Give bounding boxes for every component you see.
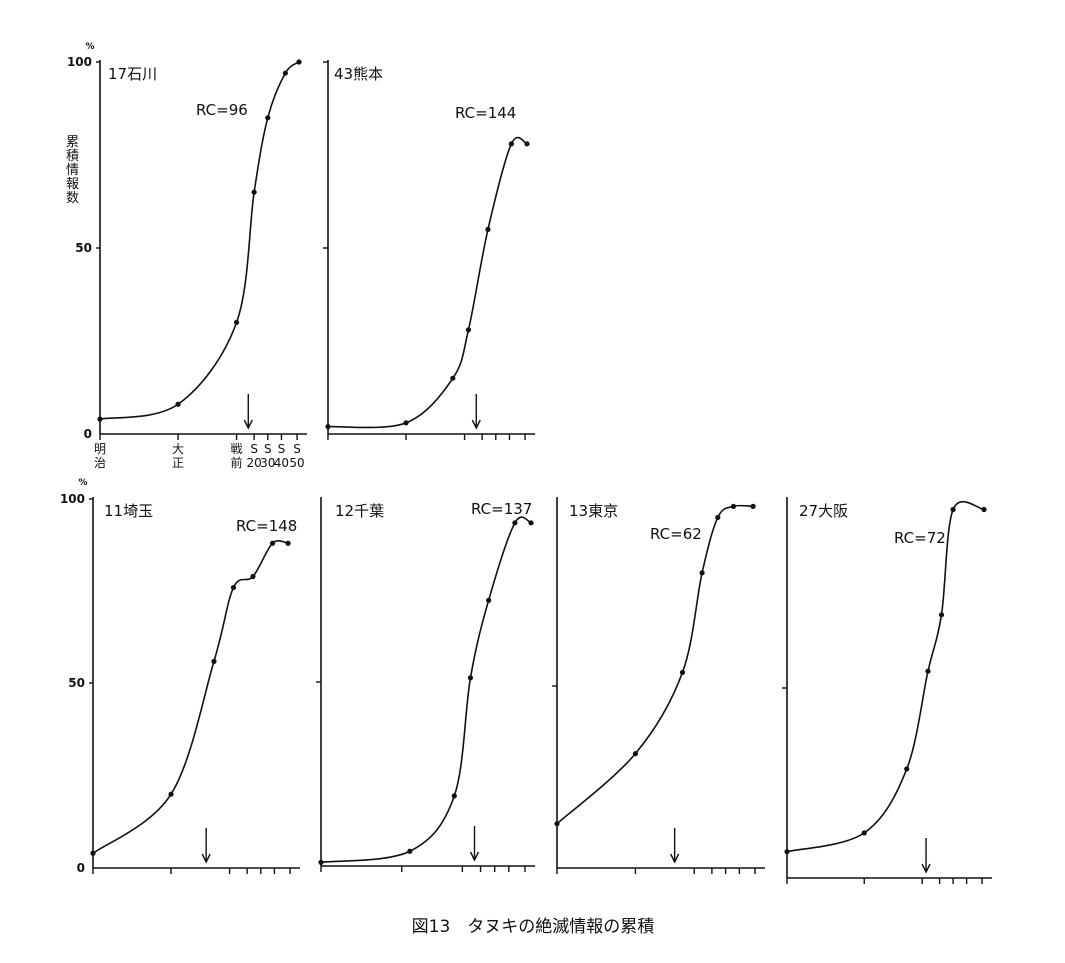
panel-saitama: % 100 50 0 11埼玉 RC=148 bbox=[60, 478, 300, 875]
y-unit-ishikawa: % bbox=[85, 42, 94, 52]
panel-label-tokyo: 13東京 bbox=[569, 502, 618, 520]
arrow-marker-kumamoto bbox=[471, 394, 481, 430]
data-point-ishikawa-5 bbox=[282, 70, 288, 76]
panel-chiba: 12千葉 RC=137 bbox=[316, 497, 535, 872]
data-point-ishikawa-2 bbox=[233, 319, 240, 325]
x-tick-label-2: 戦前 bbox=[231, 442, 243, 470]
rc-value-ishikawa: RC=96 bbox=[196, 101, 248, 119]
data-point-kumamoto-4 bbox=[485, 226, 491, 232]
y-axis-label: 累積情報数 bbox=[66, 135, 79, 206]
panel-label-kumamoto: 43熊本 bbox=[334, 65, 383, 83]
data-point-tokyo-1 bbox=[632, 751, 639, 757]
data-point-chiba-6 bbox=[528, 520, 534, 526]
data-point-kumamoto-6 bbox=[524, 141, 530, 147]
rc-value-tokyo: RC=62 bbox=[650, 525, 702, 543]
data-point-kumamoto-1 bbox=[403, 420, 409, 426]
data-point-ishikawa-4 bbox=[265, 115, 271, 121]
data-point-ishikawa-0 bbox=[97, 416, 103, 422]
data-point-chiba-5 bbox=[512, 520, 518, 526]
x-tick-label-4: S 30 bbox=[260, 442, 275, 470]
data-point-kumamoto-3 bbox=[465, 327, 472, 333]
panel-label-chiba: 12千葉 bbox=[335, 502, 384, 520]
x-tick-label-1: 大正 bbox=[172, 442, 184, 470]
panel-label-ishikawa: 17石川 bbox=[108, 65, 157, 83]
data-point-osaka-6 bbox=[981, 506, 987, 513]
rc-value-chiba: RC=137 bbox=[471, 500, 532, 518]
arrow-marker-tokyo bbox=[670, 828, 680, 864]
data-point-saitama-3 bbox=[230, 584, 237, 591]
data-point-osaka-1 bbox=[861, 830, 867, 836]
data-point-tokyo-6 bbox=[750, 503, 756, 509]
panel-label-saitama: 11埼玉 bbox=[104, 502, 153, 520]
arrow-marker-chiba bbox=[469, 826, 480, 862]
rc-value-saitama: RC=148 bbox=[236, 517, 297, 535]
curve-osaka bbox=[786, 501, 985, 853]
x-tick-labels-ishikawa: 明治 大正 戦前S 20S 30S 40S 50 bbox=[94, 442, 305, 470]
data-point-saitama-1 bbox=[168, 791, 174, 797]
data-point-chiba-3 bbox=[467, 675, 474, 681]
data-point-tokyo-0 bbox=[554, 821, 560, 827]
y-unit-saitama: % bbox=[78, 478, 87, 488]
data-point-tokyo-2 bbox=[679, 669, 686, 676]
curve-kumamoto bbox=[327, 136, 528, 429]
y-tick-label-50-saitama: 50 bbox=[68, 676, 85, 690]
x-tick-label-0: 明治 bbox=[94, 442, 106, 470]
panel-tokyo: 13東京 RC=62 bbox=[552, 497, 765, 874]
data-point-osaka-2 bbox=[904, 766, 910, 772]
data-point-osaka-5 bbox=[950, 506, 956, 513]
data-point-saitama-0 bbox=[90, 850, 96, 856]
data-point-kumamoto-2 bbox=[450, 375, 456, 381]
y-tick-label-100-ishikawa: 100 bbox=[67, 55, 92, 69]
data-point-osaka-3 bbox=[925, 668, 931, 674]
data-point-saitama-5 bbox=[269, 540, 276, 546]
data-point-saitama-2 bbox=[211, 658, 217, 664]
arrow-marker-osaka bbox=[921, 838, 931, 874]
data-point-osaka-0 bbox=[784, 849, 790, 855]
panel-ishikawa: % 100 50 0 累積情報数 17石川 RC=96 明治 大正 戦前S 20S 30… bbox=[66, 42, 307, 470]
panel-osaka: 27大阪 RC=72 bbox=[782, 497, 992, 884]
figure-caption: 図13 タヌキの絶滅情報の累積 bbox=[412, 917, 655, 937]
panel-label-osaka: 27大阪 bbox=[799, 502, 848, 520]
curve-saitama bbox=[92, 540, 289, 854]
data-point-ishikawa-6 bbox=[296, 59, 302, 65]
rc-value-kumamoto: RC=144 bbox=[455, 104, 516, 122]
panel-kumamoto: 43熊本 RC=144 bbox=[323, 60, 535, 440]
y-tick-label-0-saitama: 0 bbox=[77, 861, 85, 875]
data-point-tokyo-5 bbox=[730, 503, 737, 509]
data-point-saitama-6 bbox=[285, 540, 291, 546]
data-point-osaka-4 bbox=[938, 612, 945, 618]
y-tick-label-100-saitama: 100 bbox=[60, 492, 85, 506]
data-point-chiba-4 bbox=[486, 597, 492, 603]
curve-tokyo bbox=[556, 504, 754, 825]
data-point-chiba-2 bbox=[451, 793, 457, 799]
x-tick-label-3: S 20 bbox=[246, 442, 261, 470]
arrow-marker-ishikawa bbox=[243, 394, 253, 430]
curve-chiba bbox=[320, 516, 532, 864]
data-point-tokyo-4 bbox=[715, 514, 721, 521]
data-point-chiba-0 bbox=[318, 859, 324, 865]
data-point-tokyo-3 bbox=[699, 570, 705, 576]
data-point-chiba-1 bbox=[407, 848, 413, 854]
data-point-kumamoto-0 bbox=[325, 423, 331, 430]
data-point-kumamoto-5 bbox=[508, 141, 514, 147]
rc-value-osaka: RC=72 bbox=[894, 529, 946, 547]
y-tick-label-0-ishikawa: 0 bbox=[84, 427, 92, 441]
data-point-ishikawa-1 bbox=[175, 401, 181, 407]
arrow-marker-saitama bbox=[201, 828, 211, 864]
data-point-saitama-4 bbox=[250, 573, 256, 580]
x-tick-label-6: S 50 bbox=[289, 442, 304, 470]
data-point-ishikawa-3 bbox=[251, 189, 257, 195]
y-tick-label-50-ishikawa: 50 bbox=[75, 241, 92, 255]
x-tick-label-5: S 40 bbox=[274, 442, 289, 470]
